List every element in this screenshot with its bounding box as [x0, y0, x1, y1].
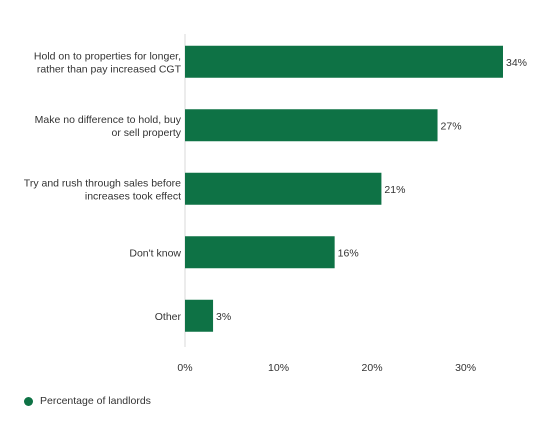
bar-4	[185, 299, 214, 332]
legend-label: Percentage of landlords	[40, 395, 151, 407]
bar-3	[185, 236, 335, 269]
bar-1	[185, 109, 438, 142]
value-label-1: 27%	[441, 120, 462, 132]
category-label-2: Try and rush through sales before increas…	[24, 177, 181, 202]
x-tick-label-2: 20%	[362, 362, 383, 374]
category-label-3: Don't know	[129, 247, 181, 259]
x-tick-label-1: 10%	[268, 362, 289, 374]
category-label-4: Other	[155, 311, 182, 323]
value-label-4: 3%	[216, 311, 231, 323]
value-labels: 34% 27% 21% 16% 3%	[216, 57, 527, 323]
category-label-1: Make no difference to hold, buy or sell p…	[35, 114, 182, 139]
value-label-3: 16%	[338, 247, 359, 259]
bar-2	[185, 172, 382, 205]
category-labels: Hold on to properties for longer, rather …	[24, 50, 182, 323]
value-label-2: 21%	[384, 184, 405, 196]
legend: Percentage of landlords	[24, 395, 151, 407]
category-label-0: Hold on to properties for longer, rather …	[34, 50, 182, 75]
x-tick-label-3: 30%	[455, 362, 476, 374]
legend-swatch	[24, 396, 33, 406]
bars-group	[185, 45, 503, 332]
x-axis-ticks: 0% 10% 20% 30%	[177, 362, 476, 374]
value-label-0: 34%	[506, 57, 527, 69]
x-tick-label-0: 0%	[177, 362, 192, 374]
bar-0	[185, 45, 503, 78]
